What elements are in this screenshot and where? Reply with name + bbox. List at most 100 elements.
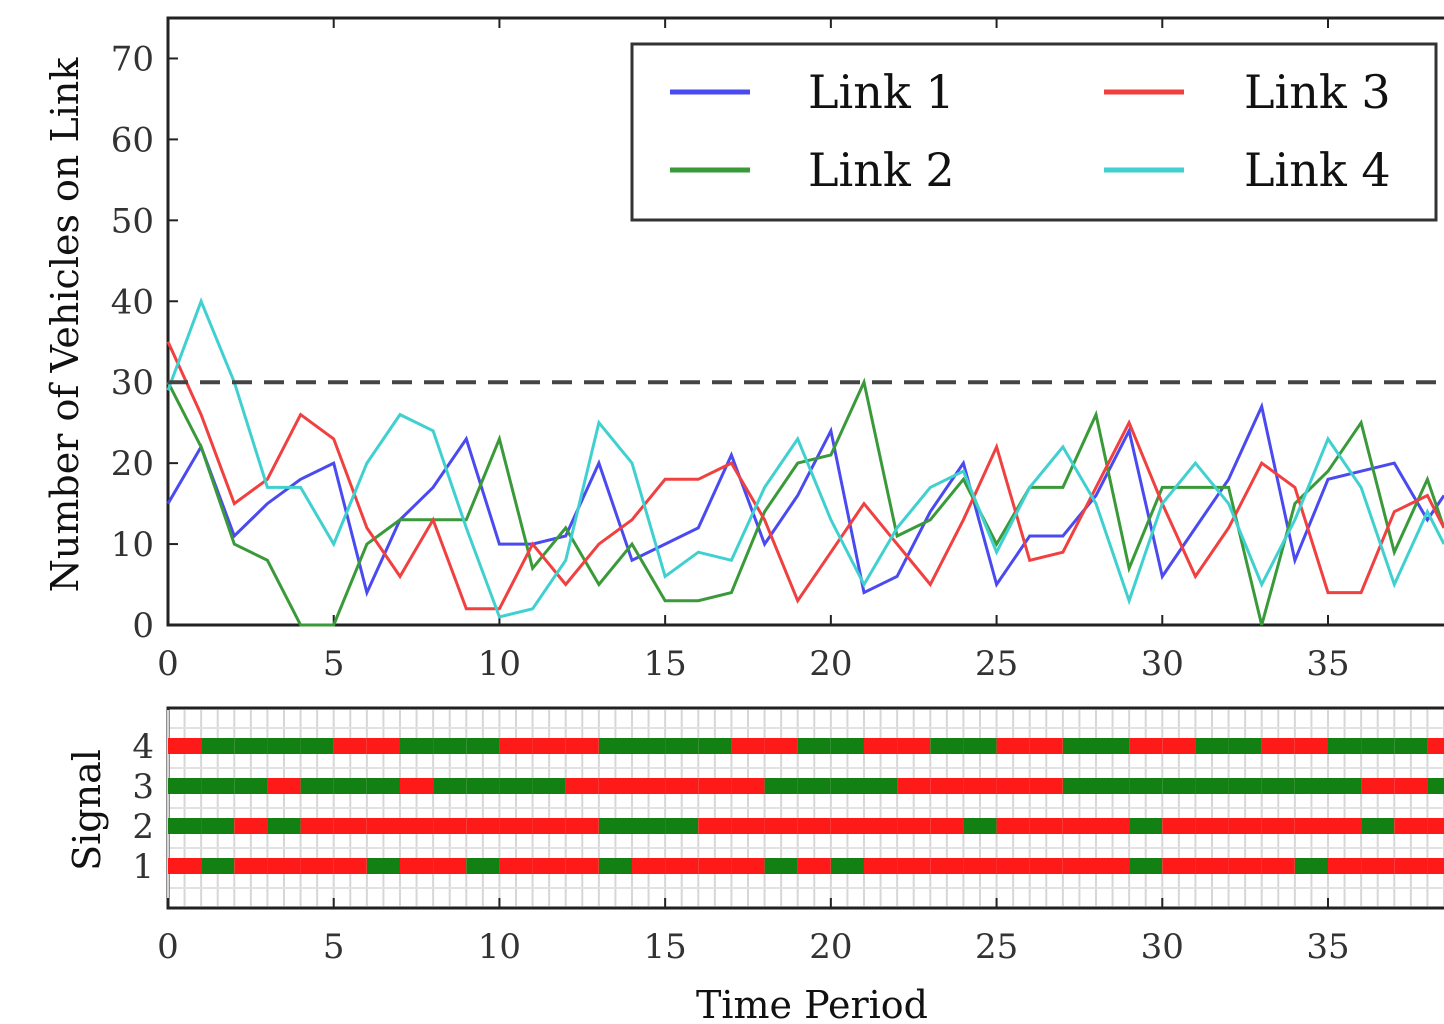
signal-3-period-29 <box>1129 778 1163 794</box>
signal-1-period-38 <box>1427 858 1444 874</box>
signal-2-period-35 <box>1328 818 1362 834</box>
signal-1-period-27 <box>1062 858 1096 874</box>
signal-1-period-29 <box>1129 858 1163 874</box>
signal-1-period-35 <box>1328 858 1362 874</box>
signal-2-period-21 <box>864 818 898 834</box>
legend-label-link-4: Link 4 <box>1244 143 1391 197</box>
signal-3-period-3 <box>267 778 301 794</box>
signal-4-period-18 <box>764 738 798 754</box>
signal-2-period-4 <box>300 818 334 834</box>
signal-2-period-38 <box>1427 818 1444 834</box>
signal-4-period-11 <box>532 738 566 754</box>
series-line-link-3 <box>166 341 1444 611</box>
signal-2-period-10 <box>499 818 533 834</box>
signal-1-period-7 <box>400 858 434 874</box>
signal-1-period-5 <box>333 858 367 874</box>
signal-1-period-28 <box>1096 858 1130 874</box>
signal-3-period-36 <box>1361 778 1395 794</box>
y-tick-label: 0 <box>132 606 154 646</box>
signal-tick-label: 1 <box>132 847 154 887</box>
x-tick-label: 35 <box>1306 644 1349 684</box>
signal-3-period-30 <box>1162 778 1196 794</box>
signal-4-period-15 <box>665 738 699 754</box>
signal-1-period-33 <box>1261 858 1295 874</box>
signal-3-period-37 <box>1394 778 1428 794</box>
signal-3-period-6 <box>366 778 400 794</box>
x-tick-label-bottom: 10 <box>478 927 521 967</box>
series-line-link-2 <box>166 377 1444 627</box>
signal-1-period-34 <box>1294 858 1328 874</box>
signal-1-period-1 <box>201 858 235 874</box>
signal-1-period-37 <box>1394 858 1428 874</box>
x-tick-label: 10 <box>478 644 521 684</box>
signal-4-period-16 <box>698 738 732 754</box>
signal-1-period-3 <box>267 858 301 874</box>
signal-4-period-31 <box>1195 738 1229 754</box>
signal-2-period-6 <box>366 818 400 834</box>
signal-2-period-16 <box>698 818 732 834</box>
signal-3-period-4 <box>300 778 334 794</box>
signal-2-period-5 <box>333 818 367 834</box>
signal-3-period-24 <box>963 778 997 794</box>
signal-2-period-25 <box>996 818 1030 834</box>
signal-1-period-24 <box>963 858 997 874</box>
signal-4-period-36 <box>1361 738 1395 754</box>
signal-4-period-10 <box>499 738 533 754</box>
signal-2-period-2 <box>234 818 268 834</box>
signal-1-period-26 <box>1029 858 1063 874</box>
y-axis-title-vehicles: Number of Vehicles on Link <box>43 57 87 593</box>
y-tick-label: 10 <box>111 525 154 565</box>
signal-2-period-34 <box>1294 818 1328 834</box>
signal-2-period-1 <box>201 818 235 834</box>
signal-3-period-13 <box>598 778 632 794</box>
signal-4-period-21 <box>864 738 898 754</box>
signal-4-period-23 <box>930 738 964 754</box>
signal-4-period-32 <box>1228 738 1262 754</box>
signal-1-period-9 <box>466 858 500 874</box>
signal-2-period-8 <box>433 818 467 834</box>
legend: Link 1 Link 2 Link 3 Link 4 <box>630 42 1438 222</box>
signal-2-period-3 <box>267 818 301 834</box>
series-line-link-4 <box>166 297 1444 619</box>
legend-label-link-1: Link 1 <box>808 65 955 119</box>
signal-4-period-19 <box>797 738 831 754</box>
signal-4-period-12 <box>565 738 599 754</box>
signal-3-period-8 <box>433 778 467 794</box>
x-tick-label-bottom: 5 <box>323 927 345 967</box>
signal-4-period-33 <box>1261 738 1295 754</box>
signal-2-period-30 <box>1162 818 1196 834</box>
signal-3-period-9 <box>466 778 500 794</box>
signal-3-period-7 <box>400 778 434 794</box>
signal-1-period-15 <box>665 858 699 874</box>
signal-3-period-0 <box>168 778 202 794</box>
signal-3-period-17 <box>731 778 765 794</box>
signal-4-period-8 <box>433 738 467 754</box>
signal-2-period-37 <box>1394 818 1428 834</box>
signal-1-period-11 <box>532 858 566 874</box>
signal-1-period-30 <box>1162 858 1196 874</box>
signal-4-period-0 <box>168 738 202 754</box>
signal-4-period-17 <box>731 738 765 754</box>
signal-4-period-9 <box>466 738 500 754</box>
signal-2-period-36 <box>1361 818 1395 834</box>
signal-4-period-24 <box>963 738 997 754</box>
signal-2-period-32 <box>1228 818 1262 834</box>
signal-3-period-5 <box>333 778 367 794</box>
signal-3-period-19 <box>797 778 831 794</box>
signal-2-period-14 <box>632 818 666 834</box>
signal-3-period-38 <box>1427 778 1444 794</box>
x-tick-label: 15 <box>644 644 687 684</box>
signal-3-period-12 <box>565 778 599 794</box>
signal-4-period-7 <box>400 738 434 754</box>
signal-2-period-7 <box>400 818 434 834</box>
signal-1-period-8 <box>433 858 467 874</box>
x-tick-label: 30 <box>1141 644 1184 684</box>
signal-3-period-16 <box>698 778 732 794</box>
signal-3-period-33 <box>1261 778 1295 794</box>
x-tick-label-bottom: 15 <box>644 927 687 967</box>
signal-1-period-20 <box>830 858 864 874</box>
signal-2-period-29 <box>1129 818 1163 834</box>
signal-1-period-12 <box>565 858 599 874</box>
x-tick-label-bottom: 25 <box>975 927 1018 967</box>
